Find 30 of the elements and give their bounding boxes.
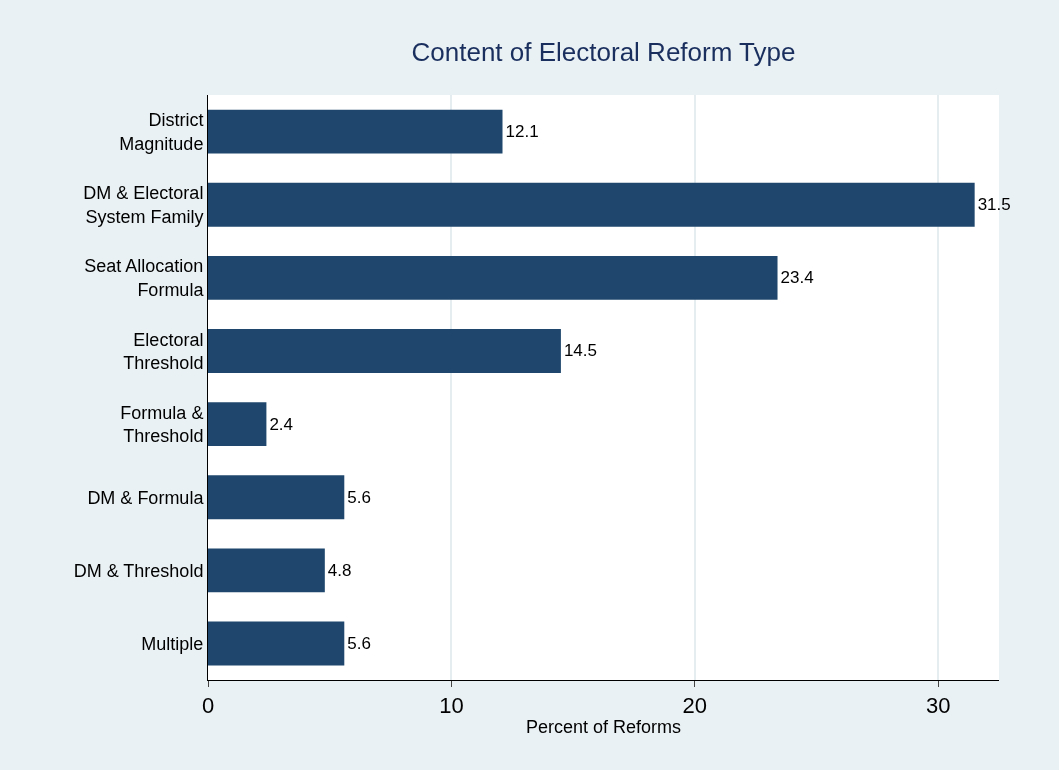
- y-tick-label: DM & Threshold: [73, 560, 204, 581]
- y-tick-label: DM & Electoral System Family: [83, 183, 204, 227]
- y-tick-label: Seat Allocation Formula: [84, 256, 205, 300]
- bar: [208, 402, 267, 446]
- data-label: 4.8: [327, 560, 352, 580]
- y-tick-label: Electoral Threshold: [123, 329, 204, 373]
- data-label: 5.6: [347, 487, 371, 507]
- x-tick-label: 10: [439, 693, 464, 719]
- y-tick-label: DM & Formula: [87, 487, 205, 508]
- bar: [208, 109, 503, 154]
- y-tick-label: Multiple: [141, 633, 204, 654]
- data-label: 23.4: [780, 268, 814, 288]
- chart-title: Content of Electoral Reform Type: [411, 37, 796, 68]
- data-label: 14.5: [563, 341, 597, 361]
- bar: [208, 255, 778, 300]
- data-label: 5.6: [347, 633, 371, 653]
- bar: [208, 329, 561, 373]
- bar: [208, 475, 345, 520]
- data-label: 12.1: [505, 122, 539, 142]
- x-tick-label: 20: [682, 693, 708, 719]
- bar: [208, 548, 325, 593]
- x-axis-title: Percent of Reforms: [525, 716, 682, 737]
- y-tick-label: District Magnitude: [119, 110, 204, 154]
- bar: [208, 621, 345, 666]
- x-tick-label: 0: [201, 693, 215, 719]
- y-tick-label: Formula & Threshold: [120, 402, 204, 447]
- bar: [208, 182, 975, 227]
- data-label: 31.5: [977, 195, 1011, 215]
- x-tick-label: 30: [925, 693, 951, 719]
- data-label: 2.4: [269, 414, 294, 434]
